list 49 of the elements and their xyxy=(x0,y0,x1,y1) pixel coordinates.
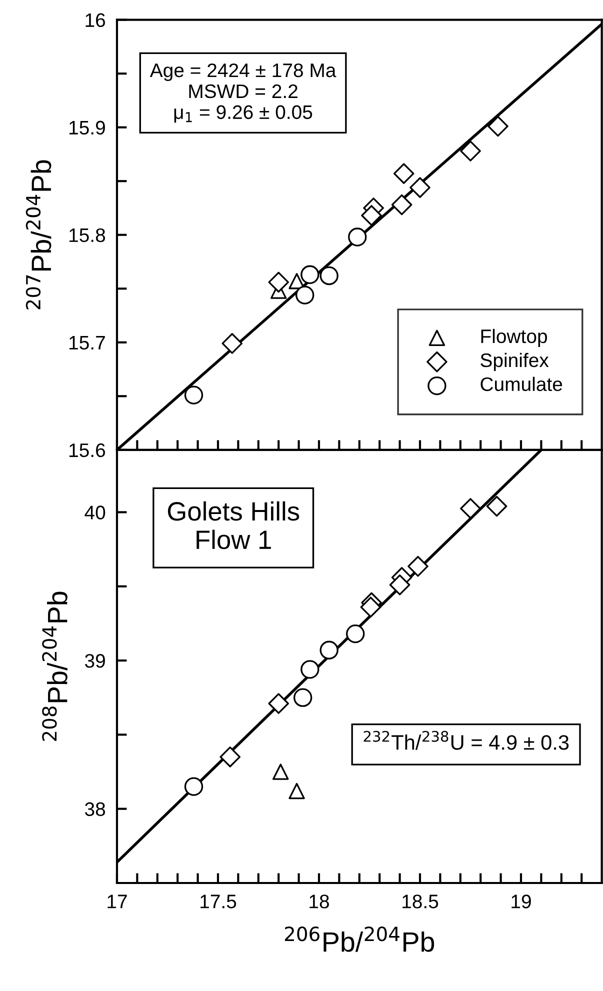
y-tick-label: 40 xyxy=(84,506,106,520)
point xyxy=(184,777,204,796)
point xyxy=(320,640,338,660)
y-tick-label: 16 xyxy=(86,13,106,28)
point xyxy=(393,163,414,184)
point xyxy=(348,228,367,246)
x-tick-label: 19 xyxy=(512,894,531,908)
point xyxy=(293,688,312,707)
y-tick-label: 15.9 xyxy=(70,120,105,135)
y-tick-label: 38 xyxy=(84,802,106,816)
point xyxy=(320,266,338,286)
point xyxy=(410,177,430,198)
y-tick-label: 15.7 xyxy=(70,336,105,350)
point xyxy=(488,116,508,137)
x-tick-label: 18 xyxy=(310,894,329,908)
point xyxy=(391,194,412,216)
point xyxy=(268,693,289,714)
point xyxy=(486,496,508,517)
legend-label: Spinifex xyxy=(480,352,549,371)
point xyxy=(460,140,481,162)
point xyxy=(222,333,243,354)
point xyxy=(360,596,382,618)
x-tick-label: 17.5 xyxy=(200,894,236,908)
y-axis-title: $^{208}$Pb/$^{204}$Pb xyxy=(42,592,68,741)
y-axis-title: $^{207}$Pb/$^{204}$Pb xyxy=(26,160,52,310)
point xyxy=(184,386,204,404)
annotation: $^{232}$Th/$^{238}$U = 4.9 ± 0.3 xyxy=(364,730,569,750)
point xyxy=(220,746,241,768)
point xyxy=(361,205,382,226)
x-axis-title: $^{206}$Pb/$^{204}$Pb xyxy=(284,926,434,952)
point xyxy=(346,624,365,644)
point xyxy=(268,272,289,293)
point xyxy=(408,556,428,577)
legend-label: Flowtop xyxy=(481,328,547,348)
point xyxy=(300,660,320,679)
x-tick-label: 17 xyxy=(108,894,127,908)
y-tick-label: 39 xyxy=(84,654,105,668)
annotation: Golets Hills Flow 1 xyxy=(168,501,300,550)
legend-label: Cumulate xyxy=(480,376,562,392)
point xyxy=(272,764,289,780)
point xyxy=(296,286,314,304)
annotation: Age = 2424 ± 178 Ma MSWD = 2.2 μ$_{1}$ = 9.26 ± 0.05 xyxy=(150,63,336,123)
y-tick-label: 15.8 xyxy=(70,228,106,242)
y-tick-label: 15.6 xyxy=(70,443,106,458)
point xyxy=(389,574,410,596)
point xyxy=(300,265,320,284)
point xyxy=(288,782,305,800)
x-tick-label: 18.5 xyxy=(402,894,438,908)
point xyxy=(460,498,481,519)
